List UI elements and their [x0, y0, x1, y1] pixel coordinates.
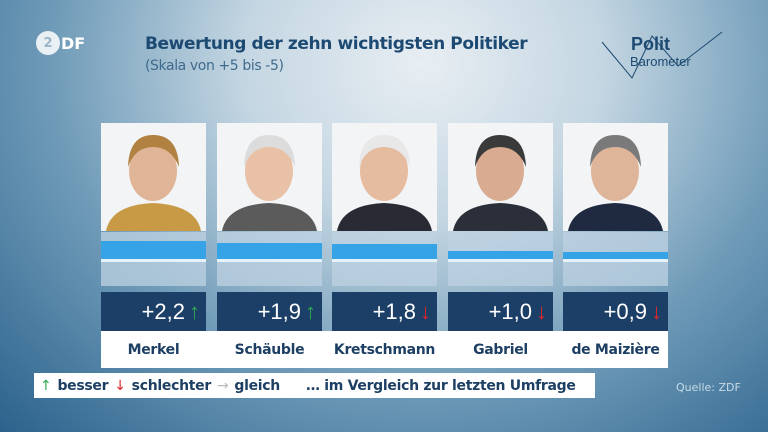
category-label: Merkel	[127, 341, 180, 358]
bar	[563, 251, 668, 259]
arrow-down-icon: ↓	[651, 298, 662, 324]
politician-photo	[332, 123, 437, 231]
politician-photo	[217, 123, 322, 231]
legend-down: schlechter	[131, 377, 212, 394]
bar	[332, 244, 437, 259]
bar-track	[101, 232, 206, 286]
bar-track	[563, 232, 668, 286]
value-label: +2,2 ↑	[101, 292, 206, 331]
legend: ↑ besser ↓ schlechter → gleich … im Verglei…	[34, 373, 595, 398]
chart-subtitle: (Skala von +5 bis -5)	[145, 58, 284, 74]
zero-line	[563, 259, 668, 262]
bar	[101, 240, 206, 259]
names-strip	[101, 331, 668, 368]
category-label: Gabriel	[473, 341, 528, 358]
legend-note: … im Vergleich zur letzten Umfrage	[305, 377, 576, 394]
arrow-down-icon: ↓	[536, 298, 547, 324]
bar	[448, 250, 553, 259]
value-label: +0,9 ↓	[563, 292, 668, 331]
arrow-down-icon: ↓	[114, 377, 126, 394]
bar-track	[217, 232, 322, 286]
zdf-logo: 2 DF	[36, 30, 88, 56]
category-label: Schäuble	[234, 341, 305, 358]
legend-up: besser	[57, 377, 109, 394]
category-label: Kretschmann	[333, 341, 436, 358]
arrow-right-icon: →	[216, 377, 229, 394]
arrow-up-icon: ↑	[40, 377, 52, 394]
arrow-up-icon: ↑	[189, 298, 200, 324]
zero-line	[217, 259, 322, 262]
arrow-down-icon: ↓	[420, 298, 431, 324]
politician-photo	[563, 123, 668, 231]
zero-line	[332, 259, 437, 262]
bar-track	[332, 232, 437, 286]
legend-same: gleich	[234, 377, 280, 394]
value-label: +1,8 ↓	[332, 292, 437, 331]
value-label: +1,0 ↓	[448, 292, 553, 331]
source-label: Quelle: ZDF	[676, 381, 741, 394]
zero-line	[101, 259, 206, 262]
arrow-up-icon: ↑	[305, 298, 316, 324]
bar	[217, 243, 322, 259]
chart-title: Bewertung der zehn wichtigsten Politiker	[145, 34, 528, 54]
category-label: de Maizière	[571, 341, 660, 358]
politician-photo	[101, 123, 206, 231]
bar-track	[448, 232, 553, 286]
politbarometer-logo: Polit Barometer	[600, 28, 725, 80]
politician-photo	[448, 123, 553, 231]
value-label: +1,9 ↑	[217, 292, 322, 331]
zero-line	[448, 259, 553, 262]
